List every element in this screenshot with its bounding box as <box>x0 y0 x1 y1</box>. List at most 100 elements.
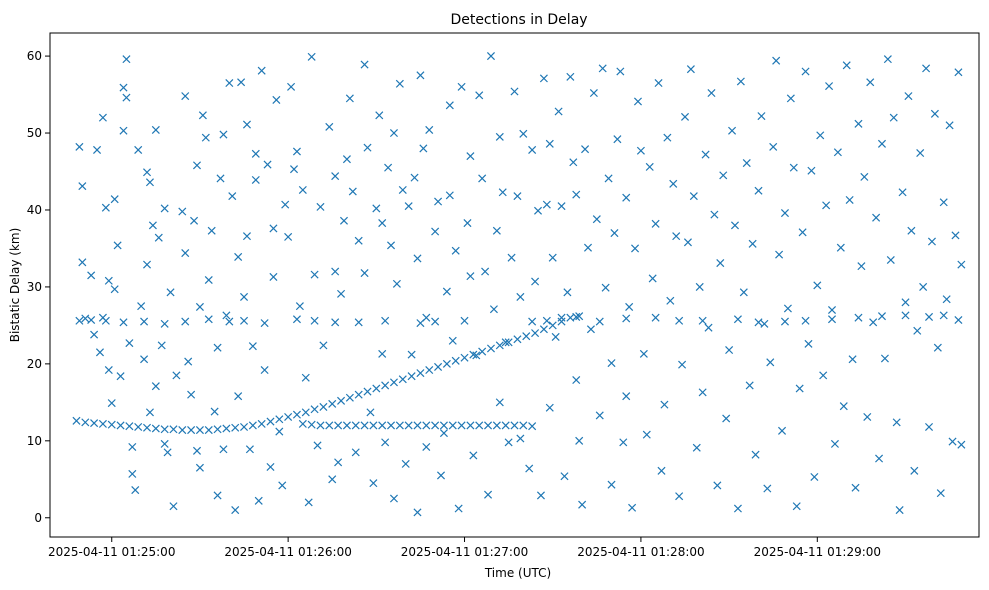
data-point <box>819 371 828 380</box>
x-axis: 2025-04-11 01:25:00 2025-04-11 01:26:00 20… <box>48 537 881 559</box>
data-point <box>145 178 154 187</box>
data-point <box>628 503 637 512</box>
data-point <box>766 358 775 367</box>
data-point <box>254 496 263 505</box>
data-point <box>266 417 275 426</box>
data-point <box>830 439 839 448</box>
data-point <box>151 125 160 134</box>
data-point <box>780 317 789 326</box>
data-point <box>381 316 390 325</box>
data-point <box>387 241 396 250</box>
data-point <box>910 466 919 475</box>
data-point <box>663 133 672 142</box>
data-point <box>301 408 310 417</box>
data-point <box>954 315 963 325</box>
data-point <box>210 407 219 416</box>
data-point <box>660 400 669 409</box>
data-point <box>342 421 351 430</box>
data-point <box>589 88 598 98</box>
data-point <box>342 155 351 164</box>
data-point <box>554 107 563 116</box>
data-point <box>284 232 293 241</box>
data-point <box>354 390 363 399</box>
data-point <box>240 422 249 431</box>
data-point <box>354 236 363 245</box>
data-point <box>813 281 822 290</box>
data-point <box>445 101 454 110</box>
data-point <box>113 241 122 250</box>
data-point <box>633 97 642 106</box>
data-point <box>413 254 422 263</box>
data-point <box>478 174 487 183</box>
data-point <box>572 312 581 321</box>
data-point <box>148 221 157 230</box>
data-point <box>607 359 616 368</box>
data-point <box>666 296 675 305</box>
data-point <box>631 244 640 253</box>
data-point <box>542 200 551 209</box>
data-point <box>854 119 863 128</box>
data-point <box>381 438 390 447</box>
data-point <box>789 163 798 172</box>
data-point <box>237 78 246 87</box>
data-point <box>331 172 340 181</box>
data-point <box>525 464 534 473</box>
data-point <box>413 421 422 430</box>
data-point <box>536 491 545 500</box>
data-point <box>140 317 149 326</box>
data-point <box>313 441 322 450</box>
data-point <box>528 145 537 154</box>
data-point <box>222 424 231 433</box>
data-point <box>110 195 119 204</box>
data-point <box>513 335 522 344</box>
data-point <box>939 198 948 207</box>
data-point <box>122 55 131 64</box>
data-point <box>792 502 801 511</box>
data-point <box>190 216 199 225</box>
data-point <box>548 321 557 330</box>
data-point <box>695 282 704 291</box>
data-point <box>795 384 804 393</box>
data-point <box>213 425 222 434</box>
data-point <box>316 202 325 211</box>
data-point <box>598 64 607 73</box>
data-point <box>160 439 169 448</box>
data-point <box>422 442 431 451</box>
data-point <box>748 239 757 248</box>
data-point <box>533 206 543 215</box>
data-point <box>160 319 169 328</box>
data-point <box>504 438 513 447</box>
data-point <box>160 425 169 434</box>
data-point <box>933 343 942 352</box>
data-point <box>439 421 448 430</box>
data-point <box>501 421 510 430</box>
data-point <box>807 166 816 175</box>
data-point <box>240 316 249 325</box>
data-point <box>730 221 740 230</box>
x-tick-label: 2025-04-11 01:27:00 <box>401 545 528 559</box>
data-point <box>339 216 349 225</box>
data-point <box>222 311 231 320</box>
data-point <box>119 126 128 135</box>
data-point <box>827 305 837 315</box>
data-point <box>716 259 725 268</box>
data-point <box>160 204 169 213</box>
data-point <box>836 243 845 252</box>
data-point <box>581 145 590 154</box>
data-point <box>389 378 398 387</box>
data-point <box>492 226 501 235</box>
data-point <box>134 145 143 154</box>
data-point <box>645 162 654 171</box>
data-point <box>801 316 810 325</box>
data-point <box>754 186 763 195</box>
data-point <box>504 338 513 347</box>
data-point <box>495 132 504 141</box>
data-point <box>913 326 922 335</box>
data-point <box>310 405 319 414</box>
data-point <box>145 408 154 417</box>
data-point <box>431 421 440 430</box>
data-point <box>939 311 948 320</box>
data-point <box>539 325 548 334</box>
data-point <box>360 421 369 430</box>
data-point <box>669 179 678 188</box>
